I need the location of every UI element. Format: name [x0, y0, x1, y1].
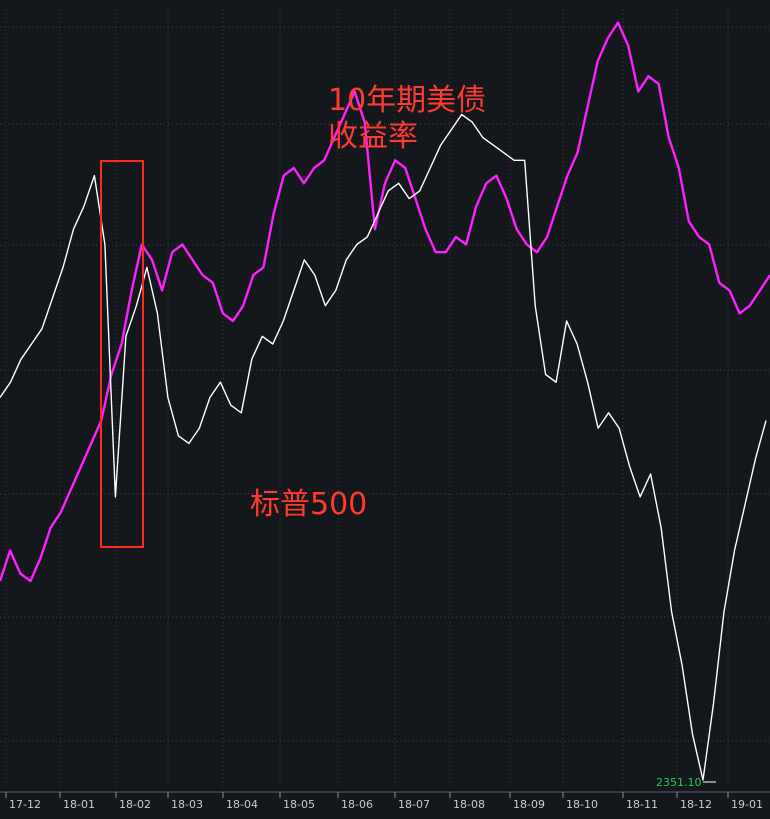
x-tick-label: 18-01 — [63, 798, 95, 811]
x-tick-label: 18-10 — [566, 798, 598, 811]
x-axis: 17-12 18-01 18-02 18-03 18-04 18-05 18-06 18-07… — [0, 791, 770, 811]
x-tick-label: 18-03 — [171, 798, 203, 811]
min-marker-label: 2351.10 — [656, 776, 702, 789]
x-tick-label: 18-05 — [283, 798, 315, 811]
x-tick-label: 18-11 — [626, 798, 658, 811]
series-line-sp500 — [0, 113, 767, 781]
x-tick-label: 18-12 — [680, 798, 712, 811]
series-line-treasury-yield — [0, 21, 770, 583]
x-tick-label: 18-04 — [226, 798, 258, 811]
grid — [0, 10, 770, 790]
x-tick-label: 18-02 — [119, 798, 151, 811]
x-tick-label: 18-07 — [398, 798, 430, 811]
x-tick-label: 18-06 — [341, 798, 373, 811]
series-annotation-treasury: 10年期美债收益率 — [328, 83, 486, 154]
series-group — [0, 21, 770, 781]
highlight-rect — [100, 160, 144, 548]
x-tick-label: 17-12 — [9, 798, 41, 811]
series-annotation-sp500: 标普500 — [250, 487, 367, 522]
x-tick-label: 19-01 — [731, 798, 763, 811]
x-tick-label: 18-08 — [453, 798, 485, 811]
x-tick-label: 18-09 — [513, 798, 545, 811]
